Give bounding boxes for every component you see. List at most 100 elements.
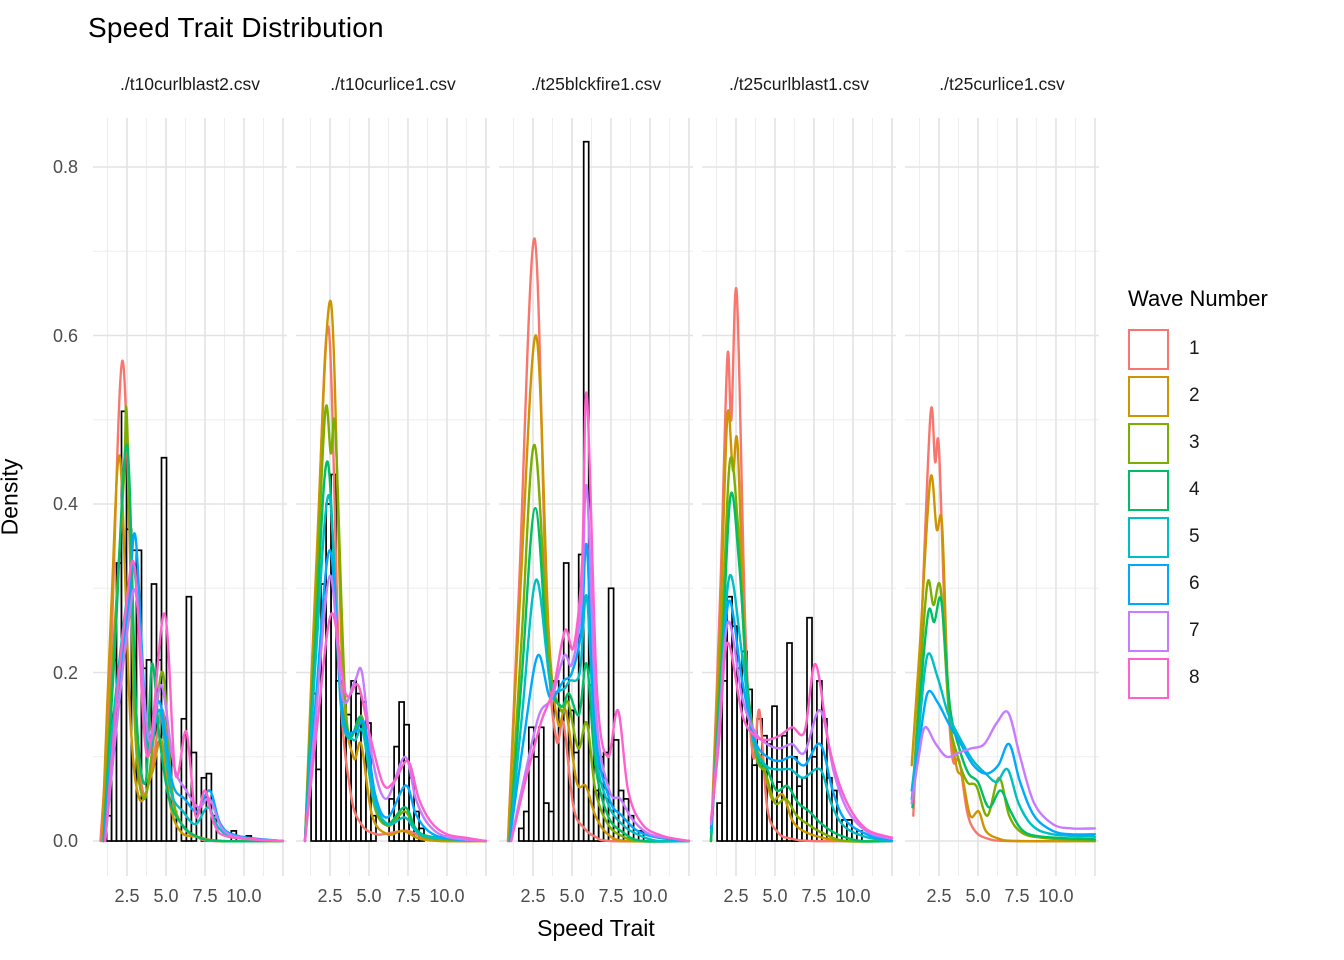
legend-label: 8 — [1189, 667, 1200, 688]
x-tick-label: 2.5 — [926, 886, 952, 906]
facet-strip-label: ./t25curlice1.csv — [939, 74, 1065, 94]
x-tick-label: 2.5 — [723, 886, 749, 906]
facet-panel-plot — [93, 118, 287, 876]
x-tick-label: 10.0 — [226, 886, 262, 906]
legend-entry: 5 — [1128, 516, 1328, 558]
density-curve-wave-3 — [911, 579, 1097, 843]
density-curve-wave-1 — [709, 287, 894, 843]
density-curve-wave-8 — [104, 559, 285, 843]
legend-key-swatch — [1128, 328, 1169, 370]
x-tick-label: 5.0 — [153, 886, 179, 906]
x-tick-label: 5.0 — [559, 886, 585, 906]
y-tick-label: 0.6 — [52, 325, 78, 346]
facet-panel-plot — [296, 118, 490, 876]
legend-key-swatch — [1128, 375, 1169, 417]
legend-title: Wave Number — [1128, 286, 1268, 311]
legend-key-swatch — [1128, 516, 1169, 558]
density-curve-wave-1 — [506, 237, 691, 843]
x-tick-label: 2.5 — [520, 886, 546, 906]
y-tick-label: 0.2 — [52, 662, 78, 683]
legend-entry: 2 — [1128, 375, 1328, 417]
histogram-bar — [771, 705, 778, 842]
density-curve-wave-5 — [508, 578, 691, 843]
histogram-bar — [160, 456, 168, 842]
x-tick-label: 10.0 — [632, 886, 668, 906]
density-curve-wave-8 — [709, 641, 894, 839]
legend-label: 2 — [1189, 385, 1200, 406]
x-tick-label: 10.0 — [1038, 886, 1074, 906]
density-curve-wave-2 — [506, 334, 691, 843]
x-tick-label: 7.5 — [192, 886, 218, 906]
legend-entry: 4 — [1128, 469, 1328, 511]
facet-strip-label: ./t25blckfire1.csv — [530, 74, 662, 94]
x-tick-label: 2.5 — [114, 886, 140, 906]
density-curve-wave-6 — [910, 689, 1097, 836]
legend-entry: 7 — [1128, 610, 1328, 652]
density-curve-wave-1 — [912, 406, 1097, 843]
histogram-bar — [370, 814, 377, 842]
density-curve-wave-7 — [510, 483, 691, 843]
x-tick-label: 7.5 — [598, 886, 624, 906]
legend-label: 4 — [1189, 479, 1200, 500]
legend-label: 1 — [1189, 338, 1200, 359]
density-curve-wave-4 — [508, 507, 691, 843]
density-curve-wave-7 — [104, 588, 285, 843]
legend-label: 7 — [1189, 620, 1200, 641]
x-tick-label: 7.5 — [395, 886, 421, 906]
density-curve-wave-4 — [102, 443, 285, 843]
facet-strip-label: ./t25curlblast1.csv — [728, 74, 870, 94]
density-curve-wave-4 — [911, 596, 1097, 841]
density-curve-wave-2 — [910, 474, 1097, 843]
density-curve-wave-5 — [303, 494, 488, 843]
legend-entries: 1 2 3 4 5 6 7 8 — [1128, 328, 1328, 699]
density-curve-wave-4 — [303, 460, 488, 843]
density-curve-wave-8 — [303, 612, 488, 843]
legend: Wave Number 1 2 3 4 5 6 7 8 — [1128, 286, 1328, 704]
legend-key-swatch — [1128, 469, 1169, 511]
legend-entry: 3 — [1128, 422, 1328, 464]
density-curve-wave-2 — [303, 299, 488, 843]
x-tick-label: 7.5 — [801, 886, 827, 906]
legend-key-swatch — [1128, 422, 1169, 464]
legend-key-swatch — [1128, 610, 1169, 652]
legend-label: 5 — [1189, 526, 1200, 547]
legend-entry: 8 — [1128, 657, 1328, 699]
density-curve-wave-3 — [303, 404, 488, 843]
histogram-bar — [537, 726, 545, 842]
x-tick-label: 5.0 — [356, 886, 382, 906]
legend-entry: 1 — [1128, 328, 1328, 370]
y-tick-label: 0.8 — [52, 157, 78, 177]
density-curve-wave-5 — [910, 652, 1097, 838]
density-curve-wave-7 — [910, 710, 1097, 830]
y-tick-label: 0.0 — [52, 831, 78, 851]
density-curve-wave-6 — [508, 542, 691, 843]
x-tick-label: 5.0 — [762, 886, 788, 906]
facet-panel-plot — [905, 118, 1099, 876]
x-axis-title: Speed Trait — [537, 915, 655, 941]
legend-key-swatch — [1128, 563, 1169, 605]
histogram-bar — [185, 595, 193, 842]
x-tick-label: 5.0 — [965, 886, 991, 906]
y-tick-label: 0.4 — [52, 494, 78, 514]
y-axis-title: Density — [0, 458, 23, 536]
legend-label: 3 — [1189, 432, 1200, 453]
x-tick-label: 2.5 — [317, 886, 343, 906]
density-curve-wave-8 — [510, 391, 691, 843]
legend-entry: 6 — [1128, 563, 1328, 605]
facet-panel-plot — [702, 118, 896, 876]
x-tick-label: 10.0 — [835, 886, 871, 906]
histogram-bar — [786, 642, 793, 842]
facet-panel-plot — [499, 118, 693, 876]
density-curve-wave-3 — [709, 456, 894, 843]
chart-title: Speed Trait Distribution — [88, 12, 384, 43]
density-curve-wave-5 — [709, 574, 894, 843]
density-curve-wave-6 — [709, 599, 894, 843]
density-curve-wave-3 — [508, 443, 691, 843]
legend-key-swatch — [1128, 657, 1169, 699]
x-tick-label: 7.5 — [1004, 886, 1030, 906]
facet-strip-label: ./t10curlblast2.csv — [119, 74, 261, 94]
density-curve-wave-7 — [709, 620, 894, 840]
facet-strip-label: ./t10curlice1.csv — [330, 74, 456, 94]
density-curve-wave-7 — [303, 574, 488, 843]
